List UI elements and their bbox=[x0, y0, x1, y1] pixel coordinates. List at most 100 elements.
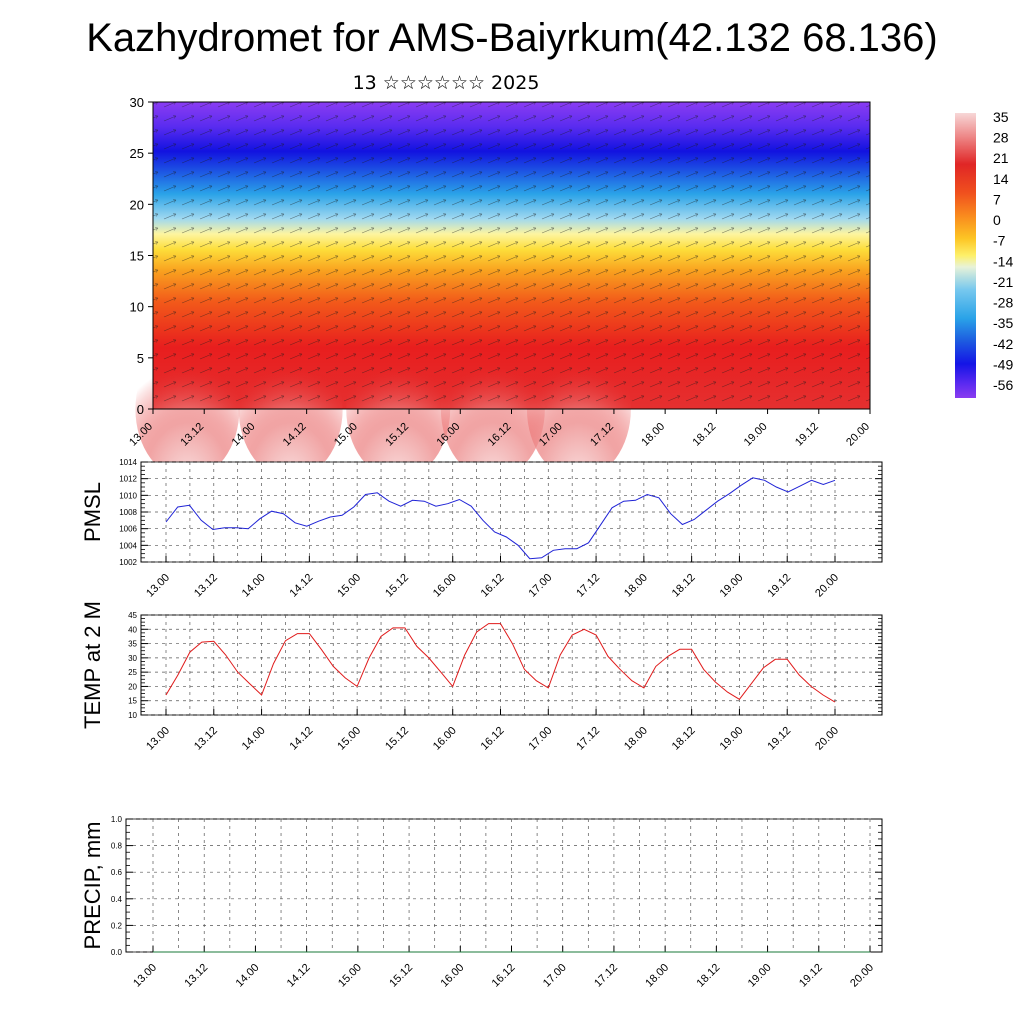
colorbar-scale bbox=[955, 113, 976, 398]
xtick-label: 19.00 bbox=[746, 962, 774, 990]
xtick-label: 19.12 bbox=[765, 572, 793, 600]
ytick-label: 1006 bbox=[119, 525, 137, 534]
heatmap-ytick-label: 5 bbox=[137, 351, 144, 366]
wind-vectors bbox=[153, 102, 870, 409]
xtick-label: 18.00 bbox=[622, 572, 650, 600]
xtick-label: 18.12 bbox=[670, 725, 698, 753]
xtick-label: 17.00 bbox=[526, 725, 554, 753]
y-axis-label: PRECIP, mm bbox=[80, 822, 105, 950]
xtick-label: 16.00 bbox=[438, 962, 466, 990]
heatmap-ytick-label: 30 bbox=[130, 95, 144, 110]
chart-subtitle: 13 ☆☆☆☆☆☆ 2025 bbox=[352, 72, 540, 94]
xtick-label: 13.00 bbox=[144, 725, 172, 753]
xtick-label: 14.12 bbox=[288, 572, 316, 600]
colorbar-label: 0 bbox=[993, 212, 1001, 228]
ytick-label: 20 bbox=[128, 682, 137, 691]
ytick-label: 1008 bbox=[119, 508, 137, 517]
xtick-label: 16.12 bbox=[479, 572, 507, 600]
xtick-label: 17.00 bbox=[541, 962, 569, 990]
heatmap-xtick-label: 19.00 bbox=[742, 421, 770, 449]
pmsl-panel: 1002 1004 1006 1008 1010 1012 1014 13.00 13.12 14… bbox=[80, 458, 883, 600]
colorbar-label: 21 bbox=[993, 150, 1009, 166]
ytick-label: 1.0 bbox=[111, 815, 123, 824]
ytick-label: 40 bbox=[128, 625, 137, 634]
ytick-label: 0.8 bbox=[111, 842, 123, 851]
xtick-label: 15.12 bbox=[387, 962, 415, 990]
xtick-label: 14.12 bbox=[285, 962, 313, 990]
colorbar-label: 28 bbox=[993, 130, 1009, 146]
xtick-label: 16.12 bbox=[479, 725, 507, 753]
heatmap-ytick-label: 25 bbox=[130, 146, 144, 161]
colorbar-label: -49 bbox=[993, 356, 1013, 372]
grid bbox=[141, 614, 882, 716]
xtick-label: 15.00 bbox=[336, 962, 364, 990]
y-axis-label: PMSL bbox=[80, 482, 105, 542]
xtick-label: 15.00 bbox=[335, 725, 363, 753]
xtick-label: 14.00 bbox=[240, 572, 268, 600]
heatmap-ytick-label: 20 bbox=[130, 197, 144, 212]
ytick-label: 35 bbox=[128, 640, 137, 649]
ytick-label: 1002 bbox=[119, 558, 137, 567]
ytick-label: 1010 bbox=[119, 491, 137, 500]
colorbar-label: -56 bbox=[993, 377, 1013, 393]
ytick-label: 15 bbox=[128, 697, 137, 706]
series-line bbox=[165, 477, 836, 560]
ytick-label: 25 bbox=[128, 668, 137, 677]
xtick-label: 13.12 bbox=[182, 962, 210, 990]
colorbar-label: 14 bbox=[993, 171, 1009, 187]
colorbar-label: -35 bbox=[993, 315, 1013, 331]
plot-frame bbox=[140, 461, 883, 563]
ytick-label: 1004 bbox=[119, 541, 137, 550]
temp-2m-panel: 10 15 20 25 30 35 40 45 13.00 13.12 14.00 14.12 15.0… bbox=[80, 601, 883, 753]
xtick-label: 20.00 bbox=[813, 725, 841, 753]
colorbar-labels: 35 28 21 14 7 0 -7 -14 -21 -28 -35 -42 -49 -56 bbox=[993, 109, 1013, 393]
chart-title: Kazhydromet for AMS-Baiyrkum(42.132 68.1… bbox=[86, 16, 938, 60]
heatmap-xtick-label: 19.12 bbox=[793, 421, 821, 449]
heatmap-xtick-label: 20.00 bbox=[844, 421, 872, 449]
ytick-label: 1014 bbox=[119, 458, 137, 467]
colorbar-label: 7 bbox=[993, 191, 1001, 207]
xtick-label: 17.00 bbox=[526, 572, 554, 600]
y-axis-label: TEMP at 2 M bbox=[80, 601, 105, 729]
xtick-label: 15.00 bbox=[335, 572, 363, 600]
xtick-label: 15.12 bbox=[383, 725, 411, 753]
ytick-label: 0.2 bbox=[111, 921, 123, 930]
xtick-label: 20.00 bbox=[848, 962, 876, 990]
plot-frame bbox=[140, 614, 883, 716]
xtick-label: 14.12 bbox=[288, 725, 316, 753]
colorbar-label: 35 bbox=[993, 109, 1009, 125]
heatmap-ytick-label: 15 bbox=[130, 249, 144, 264]
xtick-label: 17.12 bbox=[574, 725, 602, 753]
xtick-label: 13.00 bbox=[144, 572, 172, 600]
ytick-label: 0.4 bbox=[111, 895, 123, 904]
xtick-label: 19.12 bbox=[765, 725, 793, 753]
colorbar: 35 28 21 14 7 0 -7 -14 -21 -28 -35 -42 -49 -56 bbox=[955, 109, 1013, 398]
ytick-label: 45 bbox=[128, 611, 137, 620]
ytick-label: 0.0 bbox=[111, 948, 123, 957]
xtick-label: 15.12 bbox=[383, 572, 411, 600]
grid bbox=[141, 461, 882, 563]
ytick-label: 0.6 bbox=[111, 868, 123, 877]
xtick-label: 19.00 bbox=[718, 725, 746, 753]
precip-panel: 0.0 0.2 0.4 0.6 0.8 1.0 13.00 13.12 14.00 14.12 15… bbox=[80, 815, 883, 990]
colorbar-label: -28 bbox=[993, 295, 1013, 311]
xtick-label: 16.00 bbox=[431, 725, 459, 753]
xtick-label: 16.00 bbox=[431, 572, 459, 600]
heatmap-y-ticks: 0 5 10 15 20 25 30 bbox=[130, 95, 153, 417]
xtick-label: 17.12 bbox=[592, 962, 620, 990]
xtick-label: 16.12 bbox=[490, 962, 518, 990]
ytick-label: 1012 bbox=[119, 475, 137, 484]
colorbar-label: -42 bbox=[993, 336, 1013, 352]
xtick-label: 19.00 bbox=[718, 572, 746, 600]
heatmap-xtick-label: 18.00 bbox=[639, 421, 667, 449]
colorbar-label: -21 bbox=[993, 274, 1013, 290]
xtick-label: 19.12 bbox=[797, 962, 825, 990]
xtick-label: 18.12 bbox=[695, 962, 723, 990]
xtick-label: 14.00 bbox=[240, 725, 268, 753]
xtick-label: 13.12 bbox=[192, 572, 220, 600]
heatmap-ytick-label: 0 bbox=[137, 402, 144, 417]
xtick-label: 13.12 bbox=[192, 725, 220, 753]
ytick-label: 30 bbox=[128, 654, 137, 663]
